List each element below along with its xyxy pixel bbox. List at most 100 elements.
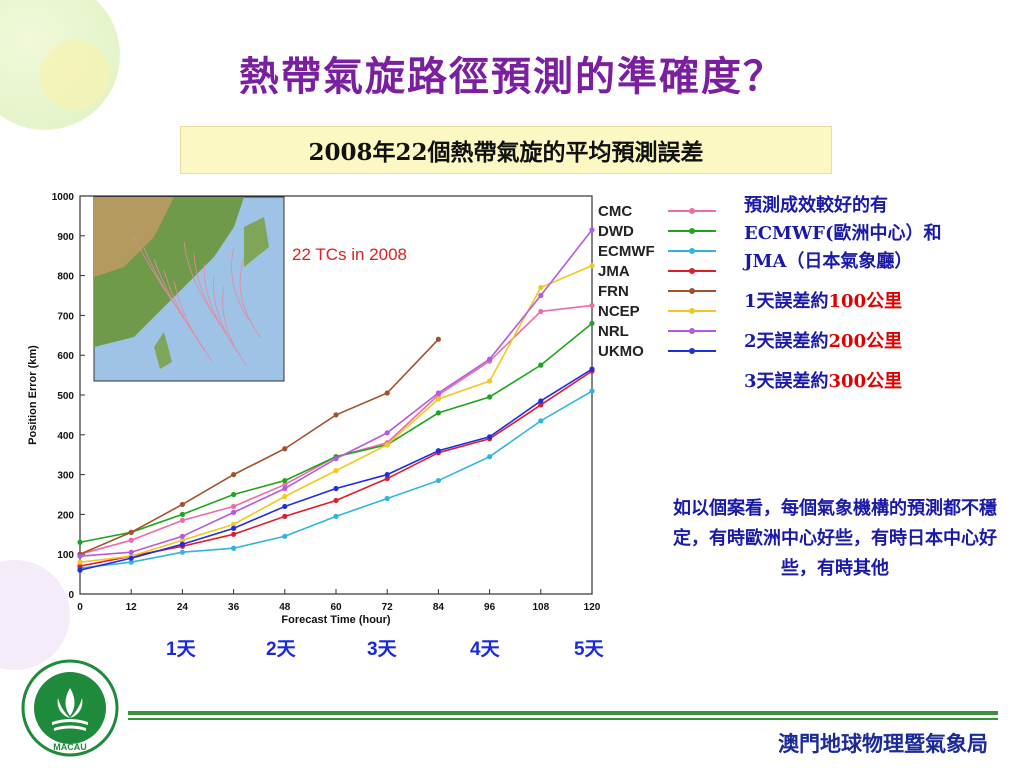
day-label-2: 2天 [266, 639, 296, 660]
data-point-frn [231, 472, 237, 478]
data-point-ecmwf [384, 495, 390, 502]
data-point-ukmo [487, 434, 493, 440]
y-tick-label: 700 [57, 311, 74, 322]
data-point-dwd [77, 539, 83, 545]
data-point-dwd [435, 410, 441, 416]
data-point-nrl [128, 549, 134, 555]
data-point-ecmwf [128, 559, 134, 565]
inset-map-track [173, 280, 213, 362]
note-line: JMA（日本氣象廳） [744, 251, 913, 272]
data-point-ukmo [282, 503, 288, 510]
legend-marker-ncep [689, 308, 695, 314]
x-tick-label: 60 [330, 602, 342, 613]
y-tick-label: 500 [57, 391, 74, 402]
data-point-nrl [435, 390, 441, 396]
legend-label-ukmo: UKMO [598, 343, 644, 360]
day-label-3: 3天 [367, 639, 397, 660]
emblem-text: MACAU [53, 742, 87, 752]
x-tick-label: 72 [382, 602, 394, 613]
data-point-dwd [487, 394, 493, 400]
legend-label-ecmwf: ECMWF [598, 243, 655, 260]
data-point-ecmwf [179, 549, 185, 555]
error-2day: 2天誤差約200公里 [744, 328, 1014, 356]
y-tick-label: 300 [57, 471, 74, 482]
data-point-nrl [589, 227, 595, 233]
legend-marker-frn [689, 288, 695, 294]
data-point-dwd [282, 477, 288, 484]
error-prefix: 1天誤差約 [744, 291, 829, 312]
inset-map-japan [244, 217, 269, 267]
day-label-4: 4天 [470, 639, 500, 660]
error-3day: 3天誤差約300公里 [744, 368, 1014, 396]
inset-map-label: 22 TCs in 2008 [292, 245, 407, 264]
x-tick-label: 120 [584, 602, 601, 613]
note-line: ECMWF(歐洲中心）和 [744, 223, 942, 244]
data-point-ncep [77, 559, 83, 565]
footer-divider [128, 718, 998, 720]
data-point-frn [435, 336, 441, 342]
legend-marker-ecmwf [689, 248, 695, 254]
y-tick-label: 600 [57, 351, 74, 362]
data-point-nrl [384, 430, 390, 436]
x-tick-label: 36 [228, 602, 240, 613]
data-point-jma [538, 402, 544, 408]
error-unit: 公里 [866, 331, 903, 352]
legend-label-cmc: CMC [598, 203, 632, 220]
data-point-dwd [589, 320, 595, 326]
data-point-cmc [589, 302, 595, 309]
legend-label-ncep: NCEP [598, 303, 640, 320]
data-point-ukmo [77, 567, 83, 573]
chart-subtitle-text: 2008年22個熱帶氣旋的平均預測誤差 [308, 139, 704, 166]
x-tick-label: 24 [177, 602, 189, 613]
x-tick-label: 96 [484, 602, 496, 613]
y-tick-label: 900 [57, 232, 74, 243]
inset-map-track [222, 285, 248, 367]
note-line: 預測成效較好的有 [744, 195, 888, 216]
legend-label-frn: FRN [598, 283, 629, 300]
legend-marker-jma [689, 268, 695, 274]
data-point-frn [282, 446, 288, 452]
error-value: 300 [828, 371, 867, 392]
data-point-ncep [435, 396, 441, 402]
plot-layer: 22 TCs in 2008 0 12 24 36 48 60 72 84 96 108 120 0 10… [27, 192, 716, 626]
data-point-ecmwf [538, 418, 544, 424]
legend-label-nrl: NRL [598, 323, 629, 340]
inset-map-philippines [154, 332, 172, 369]
series-line-frn [79, 338, 439, 555]
data-point-ukmo [589, 366, 595, 372]
x-tick-label: 0 [77, 602, 83, 613]
data-point-ukmo [538, 398, 544, 404]
data-point-jma [77, 563, 83, 569]
inset-map-track [213, 274, 241, 356]
legend-marker-dwd [689, 228, 695, 234]
data-point-ecmwf [487, 454, 493, 460]
page-title: 熱帶氣旋路徑預測的準確度？ [239, 53, 785, 100]
data-point-ncep [487, 378, 493, 384]
data-point-cmc [538, 308, 544, 315]
data-point-dwd [538, 362, 544, 368]
error-value: 200 [828, 331, 867, 352]
data-point-nrl [333, 456, 339, 462]
chart-subtitle: 2008年22個熱帶氣旋的平均預測誤差 [180, 126, 832, 174]
data-point-nrl [538, 292, 544, 299]
data-point-dwd [231, 491, 237, 498]
day-label-1: 1天 [166, 639, 196, 660]
data-point-nrl [77, 553, 83, 559]
data-point-cmc [282, 481, 288, 488]
data-point-nrl [231, 509, 237, 516]
data-point-ecmwf [435, 477, 441, 484]
y-tick-label: 1000 [52, 192, 75, 203]
data-point-ukmo [435, 448, 441, 454]
notes-panel: 預測成效較好的有 ECMWF(歐洲中心）和 JMA（日本氣象廳） 1天誤差約10… [744, 192, 1014, 396]
data-point-frn [128, 529, 134, 535]
day-label-5: 5天 [574, 639, 604, 660]
data-point-ecmwf [282, 533, 288, 539]
data-point-jma [333, 497, 339, 504]
error-prefix: 3天誤差約 [744, 371, 829, 392]
data-point-nrl [282, 485, 288, 492]
footer-divider [128, 711, 998, 715]
legend-label-dwd: DWD [598, 223, 634, 240]
y-tick-label: 800 [57, 272, 74, 283]
data-point-ncep [384, 442, 390, 448]
data-point-jma [231, 531, 237, 537]
